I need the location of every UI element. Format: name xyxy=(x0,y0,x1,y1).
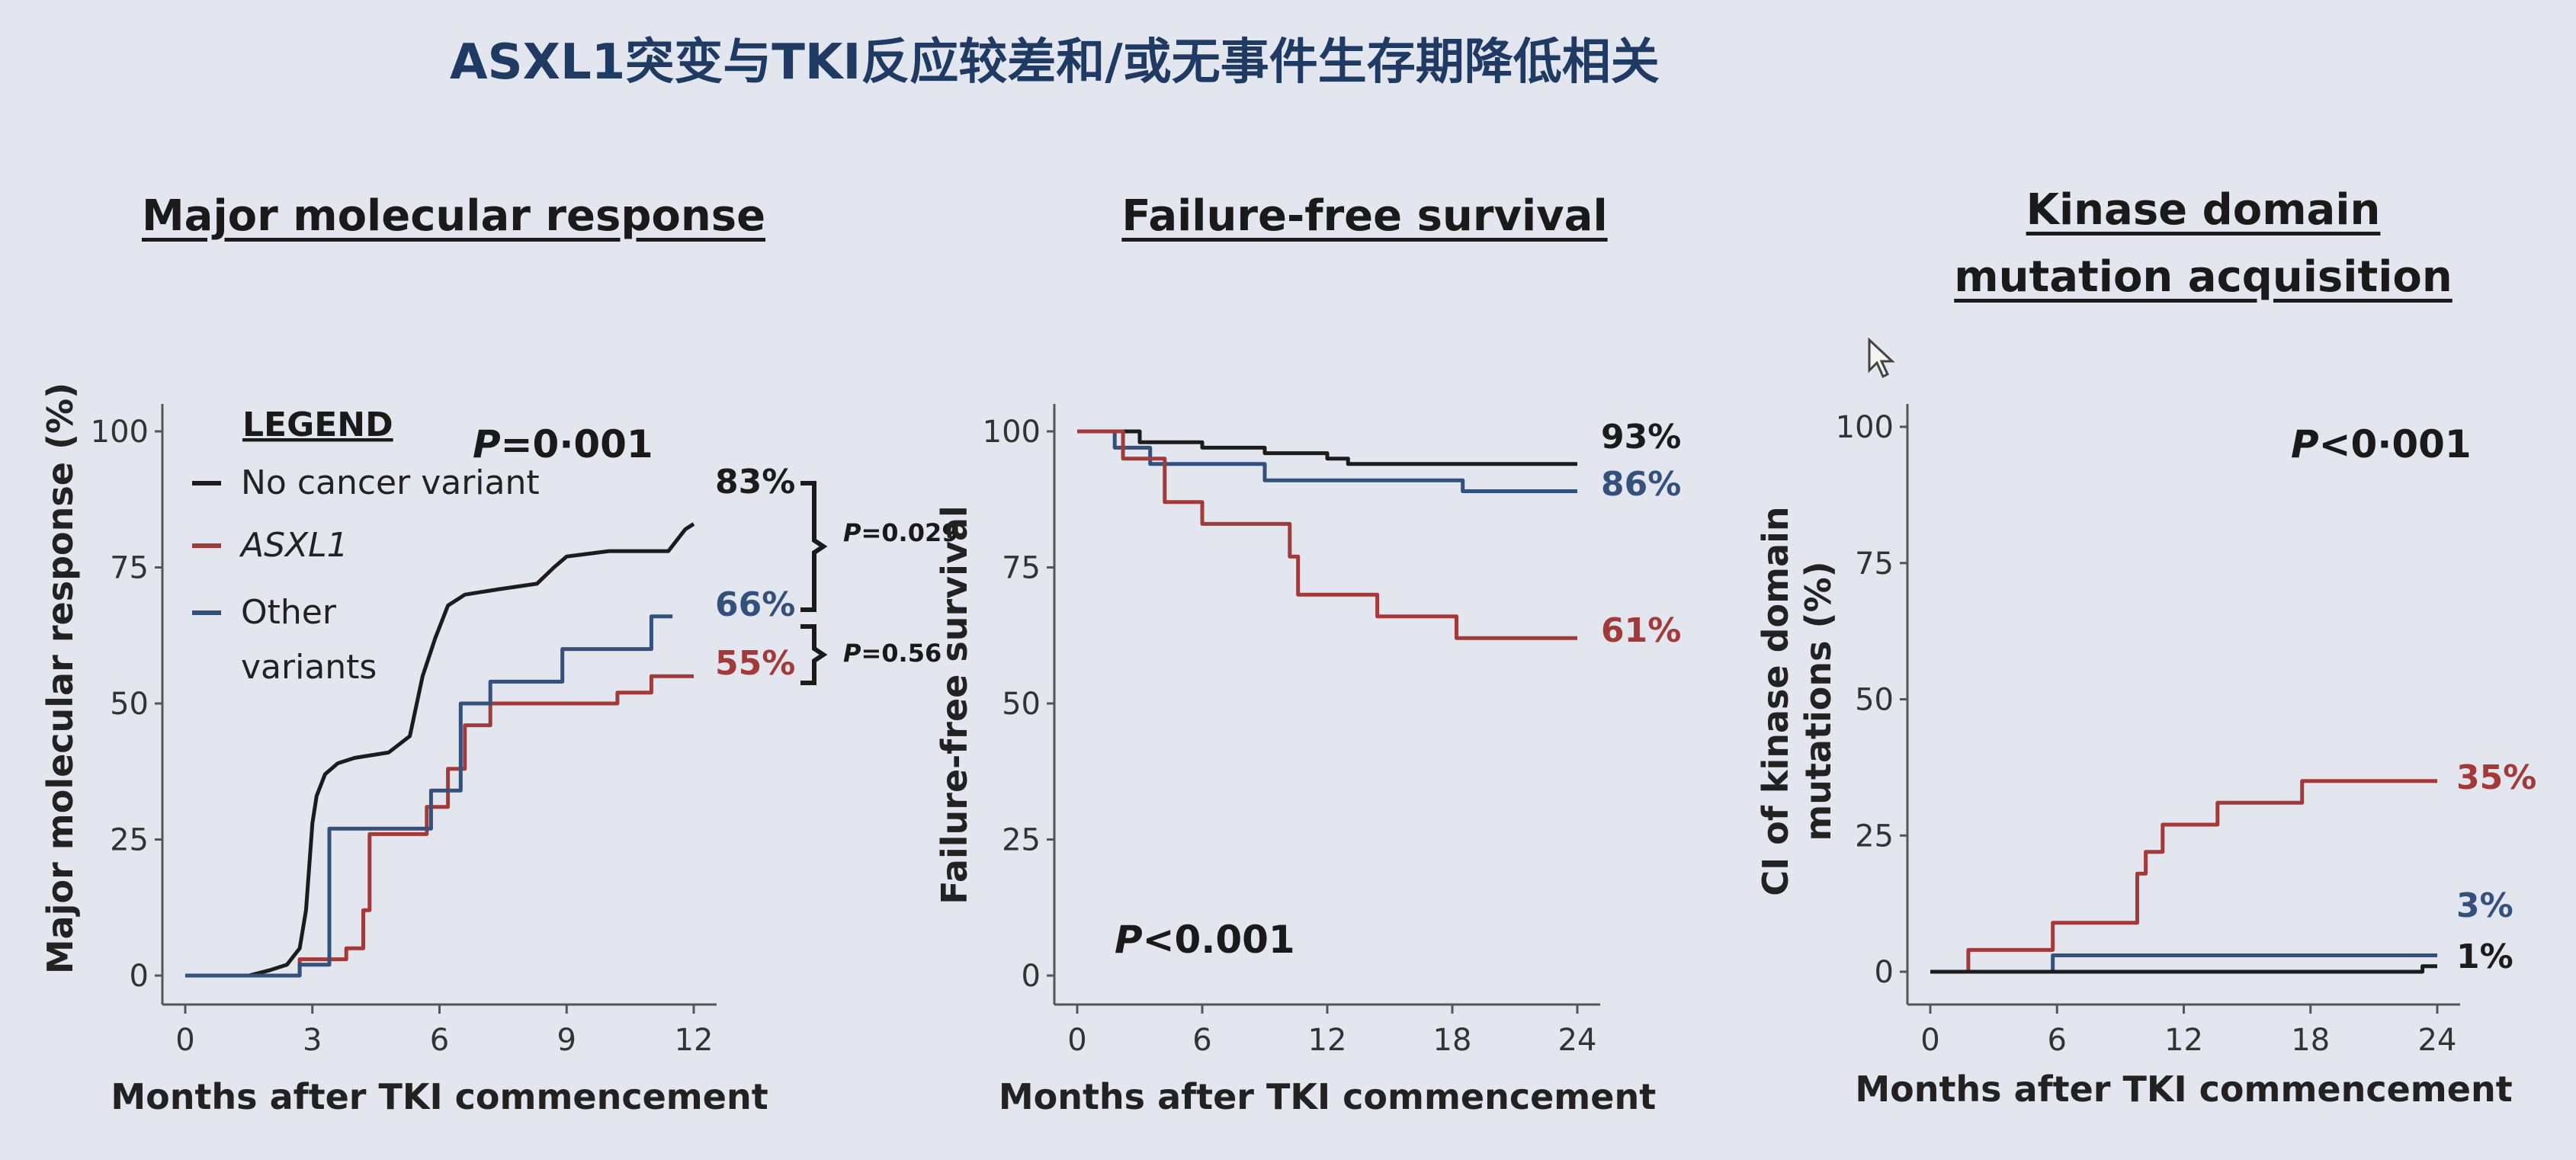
series-line-asxl1 xyxy=(1930,779,2437,974)
panel-title-ffs: Failure-free survival xyxy=(1121,191,1608,241)
series-line-asxl1 xyxy=(1077,429,1577,640)
y-tick-label: 75 xyxy=(1855,546,1894,582)
x-tick-label: 6 xyxy=(2048,1023,2067,1058)
chart-kinase-domain-mutation: 0 25 50 75 100 0 6 12 18 24 Months after TKI comme… xyxy=(1755,404,2536,1110)
slide-title: ASXL1突变与TKI反应较差和/或无事件生存期降低相关 xyxy=(450,34,1660,91)
series-line-other-variants xyxy=(1930,953,2437,974)
y-tick-label: 50 xyxy=(1002,687,1041,722)
x-tick-label: 0 xyxy=(1067,1023,1086,1058)
x-axis-label: Months after TKI commencement xyxy=(111,1076,768,1117)
comparison-bracket xyxy=(800,624,828,685)
bracket-p-label: P=0.56 xyxy=(843,639,942,668)
chart-failure-free-survival: 0 25 50 75 100 0 6 12 18 24 Months after TKI comme… xyxy=(934,404,1681,1117)
y-axis-label: CI of kinase domainmutations (%)CI of ki… xyxy=(1755,506,1839,896)
chart-major-molecular-response: 0 25 50 75 100 0 3 6 9 12 Months after TKI commenc… xyxy=(40,383,958,1117)
p-value-label: P<0.001 xyxy=(1115,918,1295,962)
x-tick-label: 12 xyxy=(1308,1023,1347,1058)
series-line-no-cancer-variant xyxy=(1930,964,2437,974)
y-tick-label: 0 xyxy=(1022,959,1041,994)
end-value-label: 55% xyxy=(715,644,795,683)
y-tick-label: 100 xyxy=(1836,410,1894,445)
bracket-p-label: P=0.029 xyxy=(843,518,958,547)
y-tick-label: 50 xyxy=(110,687,149,722)
x-tick-label: 0 xyxy=(175,1023,194,1058)
panel-title-kd: Kinase domain mutation acquisition xyxy=(1954,185,2452,302)
p-value-label: P=0·001 xyxy=(473,422,653,466)
x-tick-label: 24 xyxy=(2418,1023,2457,1058)
p-value-label: P<0·001 xyxy=(2291,422,2472,466)
end-value-label: 83% xyxy=(715,463,795,501)
y-tick-label: 25 xyxy=(1855,819,1894,854)
legend-entry: No cancer variant xyxy=(241,463,540,502)
x-axis-label: Months after TKI commencement xyxy=(999,1076,1656,1117)
legend-entry: ASXL1 xyxy=(239,526,348,565)
x-tick-label: 24 xyxy=(1558,1023,1597,1058)
x-tick-label: 6 xyxy=(430,1023,449,1058)
legend-entry: Other variantsOther variants xyxy=(241,593,377,687)
y-axis-label: Major molecular response (%) xyxy=(40,383,81,974)
panel-title-mmr: Major molecular response xyxy=(141,191,766,241)
end-value-label: 3% xyxy=(2456,886,2513,925)
y-tick-label: 0 xyxy=(130,959,149,994)
x-tick-label: 6 xyxy=(1192,1023,1211,1058)
y-tick-label: 50 xyxy=(1855,683,1894,718)
y-tick-label: 100 xyxy=(91,415,149,450)
end-value-label: 1% xyxy=(2456,937,2513,976)
y-tick-label: 25 xyxy=(1002,823,1041,858)
end-value-label: 61% xyxy=(1601,611,1681,650)
y-tick-label: 75 xyxy=(110,551,149,586)
series-line-other-variants xyxy=(185,614,673,978)
x-axis-label: Months after TKI commencement xyxy=(1855,1069,2512,1110)
legend-title: LEGEND xyxy=(242,405,393,444)
comparison-bracket xyxy=(800,481,828,612)
end-value-label: 86% xyxy=(1601,465,1681,504)
series-line-other-variants xyxy=(1077,429,1577,493)
x-tick-label: 0 xyxy=(1920,1023,1939,1058)
x-tick-label: 18 xyxy=(1433,1023,1472,1058)
x-tick-label: 12 xyxy=(2164,1023,2203,1058)
y-tick-label: 75 xyxy=(1002,551,1041,586)
series-line-no-cancer-variant xyxy=(1077,429,1577,466)
x-tick-label: 3 xyxy=(303,1023,322,1058)
x-tick-label: 9 xyxy=(557,1023,576,1058)
x-tick-label: 18 xyxy=(2291,1023,2330,1058)
y-tick-label: 25 xyxy=(110,823,149,858)
y-tick-label: 0 xyxy=(1875,955,1894,990)
mouse-cursor-icon xyxy=(1868,337,1895,379)
series-line-no-cancer-variant xyxy=(185,522,695,978)
end-value-label: 93% xyxy=(1601,418,1681,457)
end-value-label: 66% xyxy=(715,585,795,624)
series-line-asxl1 xyxy=(185,674,694,978)
y-tick-label: 100 xyxy=(983,415,1041,450)
y-axis-label: Failure-free survival xyxy=(934,505,975,905)
end-value-label: 35% xyxy=(2456,758,2536,797)
x-tick-label: 12 xyxy=(675,1023,714,1058)
